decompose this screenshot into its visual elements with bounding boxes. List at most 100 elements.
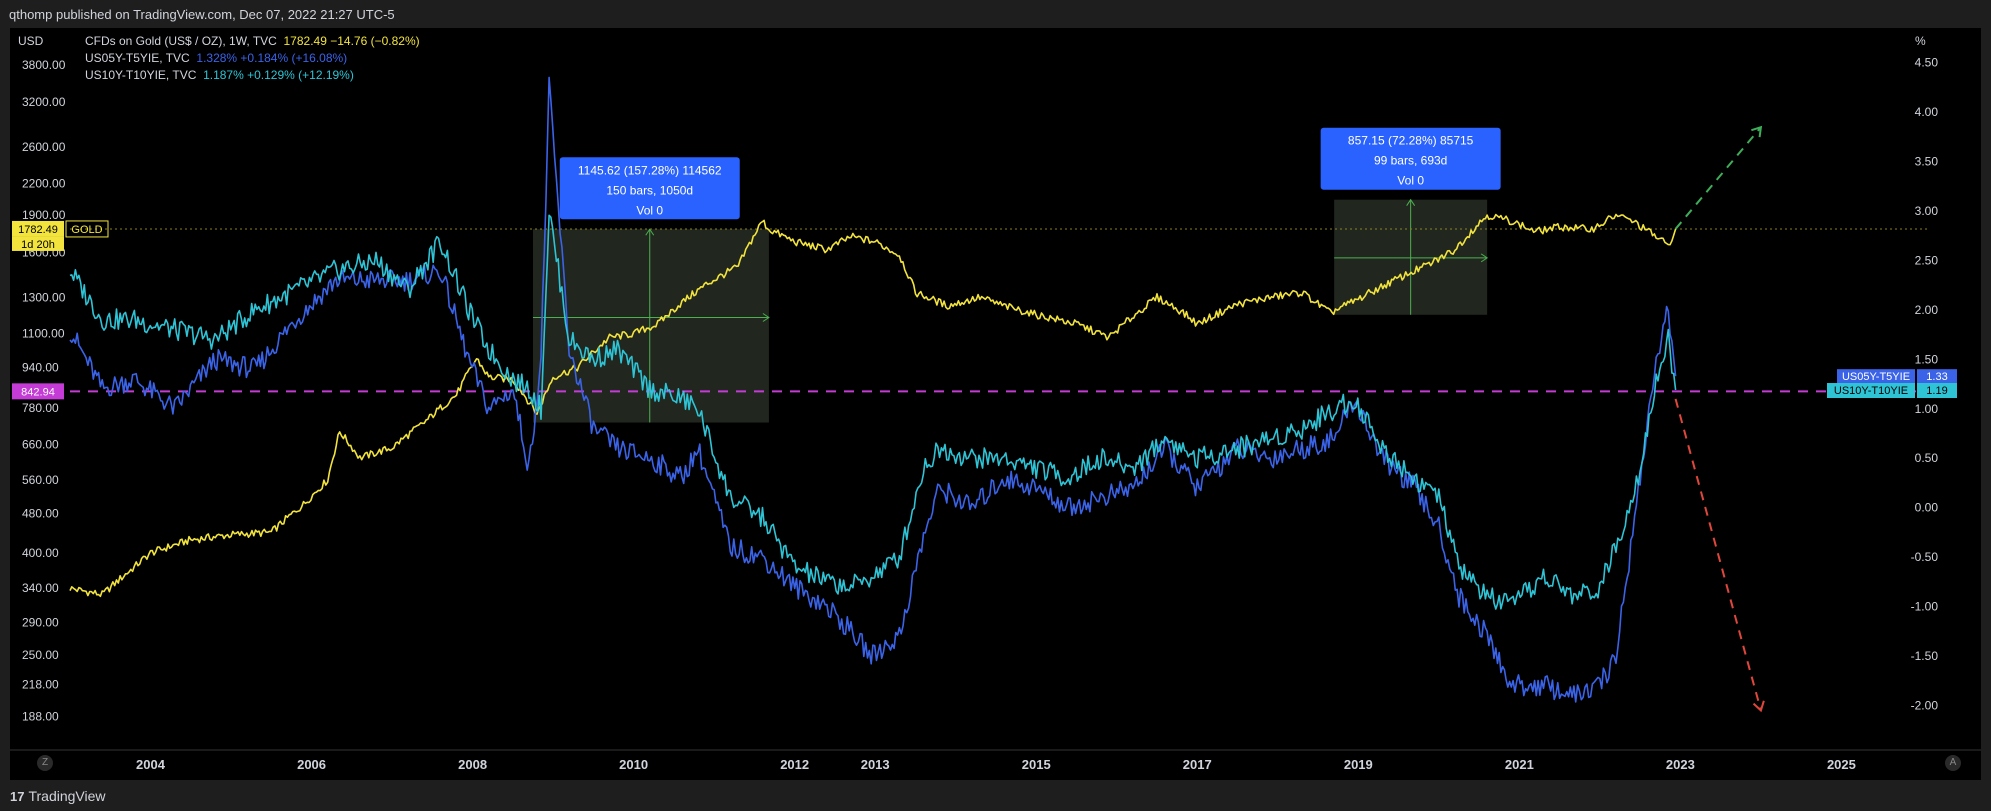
left-axis-tick-label: 780.00 (22, 401, 59, 415)
left-axis-tick-label: 340.00 (22, 581, 59, 595)
measure-info-box (559, 157, 740, 220)
chart-frame[interactable]: USD 3800.00 3200.00 2600.00 2200.00 1900.00 16… (10, 28, 1981, 780)
legend-us05-name: US05Y-T5YIE, TVC (85, 51, 190, 65)
gold-price-tag-text: 1782.49 (18, 224, 58, 236)
projection-arrows (1674, 125, 1765, 713)
brand-text: TradingView (28, 788, 106, 804)
legend-us05[interactable]: US05Y-T5YIE, TVC 1.328% +0.184% (+16.08%… (85, 50, 420, 67)
measure-info-text: 99 bars, 693d (1374, 154, 1447, 168)
right-axis-unit: % (1915, 34, 1926, 48)
measure-info-box (1320, 127, 1501, 190)
level-price-tag-text: 842.94 (21, 386, 55, 398)
right-axis-tick-label: 2.00 (1915, 303, 1939, 317)
left-axis-tick-label: 188.00 (22, 710, 59, 724)
left-axis-tick-label: 218.00 (22, 678, 59, 692)
right-axis-tick-label: 0.00 (1915, 501, 1939, 515)
series-lines (69, 76, 1677, 703)
left-axis-tick-label: 3200.00 (22, 95, 66, 109)
projection-arrow-line (1674, 398, 1762, 711)
right-axis-tick-label: -1.00 (1911, 600, 1939, 614)
left-axis-tick-label: 400.00 (22, 546, 59, 560)
left-axis-unit: USD (18, 34, 44, 48)
level-price-tag (12, 383, 64, 400)
x-axis-ticks: 2004 2006 2008 2010 2012 2013 2015 2017 2019 2021… (136, 757, 1856, 772)
left-axis-tick-label: 940.00 (22, 361, 59, 375)
left-axis-tick-label: 560.00 (22, 473, 59, 487)
right-axis-tick-label: 0.50 (1915, 451, 1939, 465)
right-axis-tick-label: 1.00 (1915, 402, 1939, 416)
right-axis-tick-label: -1.50 (1911, 649, 1939, 663)
measure-arrowhead (762, 313, 770, 322)
us10-name-tag-text: US10Y-T10YIE (1834, 385, 1908, 397)
measure-info-text: 1145.62 (157.28%) 114562 (578, 163, 722, 177)
horizontal-level (70, 228, 1930, 393)
right-axis-tick-label: 2.50 (1915, 253, 1939, 267)
us05-value-tag-text: 1.33 (1926, 371, 1947, 383)
left-axis-tick-label: 1900.00 (22, 208, 66, 222)
legend-us10-stats: 1.187% +0.129% (+12.19%) (203, 68, 354, 82)
right-axis-tick-label: 1.50 (1915, 352, 1939, 366)
projection-arrowhead (1751, 125, 1763, 138)
published-text: qthomp published on TradingView.com, Dec… (9, 7, 395, 22)
series-line (69, 213, 1677, 598)
left-axis-tick-label: 2200.00 (22, 176, 66, 190)
x-axis-tick-label: 2010 (619, 757, 648, 772)
right-axis-tick-label: 3.00 (1915, 204, 1939, 218)
measure-info-text: Vol 0 (636, 203, 663, 217)
x-axis-tick-label: 2025 (1827, 757, 1856, 772)
legend-gold[interactable]: CFDs on Gold (US$ / OZ), 1W, TVC 1782.49… (85, 33, 420, 50)
gold-countdown-tag (12, 236, 64, 251)
tradingview-logo-icon: 17 (10, 789, 25, 804)
us05-value-tag (1917, 369, 1957, 385)
x-axis-tick-label: 2021 (1505, 757, 1534, 772)
series-line (69, 214, 1677, 610)
gold-price-tag (12, 220, 64, 237)
left-axis-ticks: USD3800.003200.002600.002200.001900.0016… (18, 34, 66, 724)
right-axis-tick-label: 4.50 (1915, 56, 1939, 70)
measure-arrowhead (1406, 198, 1416, 206)
x-axis-tick-label: 2017 (1183, 757, 1212, 772)
us10-name-tag (1827, 383, 1915, 399)
legend-us05-stats: 1.328% +0.184% (+16.08%) (196, 51, 348, 65)
left-axis-tick-label: 2600.00 (22, 140, 66, 154)
left-axis-tick-label: 1300.00 (22, 290, 66, 304)
z-button[interactable]: Z (37, 755, 53, 771)
gold-name-tag (65, 220, 109, 238)
x-axis-tick-label: 2019 (1344, 757, 1373, 772)
right-axis-ticks: % 4.50 4.00 3.50 3.00 2.50 2.00 1.50 1.00 0.50 0.0… (1911, 34, 1939, 712)
us05-name-tag-text: US05Y-T5YIE (1842, 371, 1910, 383)
measure-info-text: Vol 0 (1397, 174, 1424, 188)
measure-info-text: 857.15 (72.28%) 85715 (1348, 134, 1474, 148)
x-axis-tick-label: 2004 (136, 757, 166, 772)
gold-name-tag-text: GOLD (71, 224, 102, 236)
tradingview-logo[interactable]: 17 TradingView (10, 788, 106, 804)
measure-arrowhead (645, 228, 655, 236)
bottom-bar: 17 TradingView (0, 780, 1991, 811)
legend-us10[interactable]: US10Y-T10YIE, TVC 1.187% +0.129% (+12.19… (85, 67, 420, 84)
legend-gold-name: CFDs on Gold (US$ / OZ), 1W, TVC (85, 34, 277, 48)
x-axis-tick-label: 2008 (458, 757, 487, 772)
left-axis-tick-label: 3800.00 (22, 58, 66, 72)
left-axis-tick-label: 250.00 (22, 648, 59, 662)
measure-info-text: 150 bars, 1050d (606, 183, 693, 197)
projection-arrowhead (1752, 700, 1765, 713)
gold-countdown-tag-text: 1d 20h (21, 239, 55, 251)
left-axis-tick-label: 1100.00 (22, 327, 65, 341)
series-line (69, 76, 1677, 703)
us05-name-tag (1837, 369, 1915, 385)
chart-svg[interactable]: USD3800.003200.002600.002200.001900.0016… (10, 28, 1981, 780)
legend-gold-stats: 1782.49 −14.76 (−0.82%) (283, 34, 420, 48)
us10-value-tag (1917, 383, 1957, 399)
x-axis-tick-label: 2015 (1022, 757, 1051, 772)
left-axis-tick-label: 660.00 (22, 437, 59, 451)
legend: CFDs on Gold (US$ / OZ), 1W, TVC 1782.49… (85, 33, 420, 84)
top-bar: qthomp published on TradingView.com, Dec… (0, 0, 1991, 28)
left-axis-tick-label: 290.00 (22, 616, 59, 630)
legend-us10-name: US10Y-T10YIE, TVC (85, 68, 197, 82)
x-axis-tick-label: 2006 (297, 757, 326, 772)
measure-boxes: 1145.62 (157.28%) 114562 150 bars, 1050d V… (532, 127, 1501, 423)
x-axis-tick-label: 2023 (1666, 757, 1695, 772)
left-axis-tick-label: 480.00 (22, 506, 59, 520)
a-button[interactable]: A (1945, 755, 1961, 771)
right-axis-tick-label: -2.00 (1911, 698, 1939, 712)
